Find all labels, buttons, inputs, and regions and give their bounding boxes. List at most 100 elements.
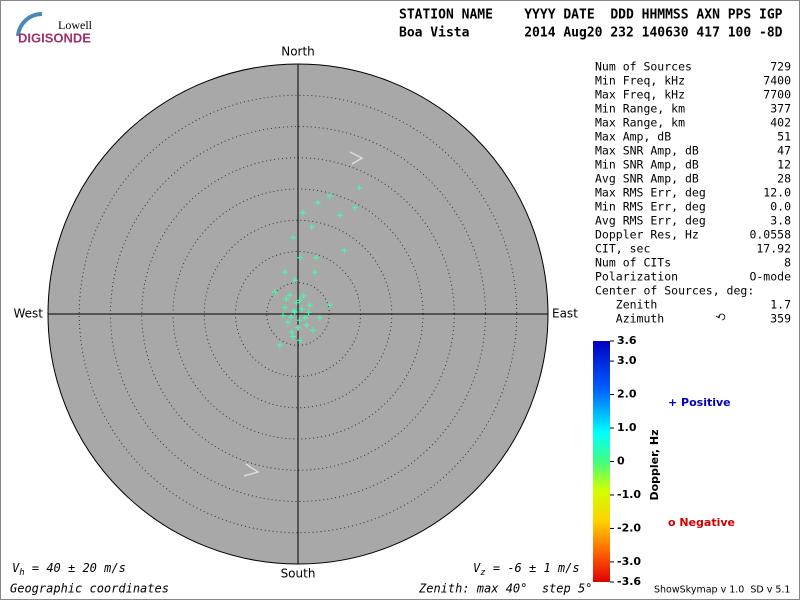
stat-label: Azimuth	[595, 312, 664, 326]
source-point	[351, 204, 358, 211]
stat-value: 51	[777, 130, 791, 144]
source-point	[288, 314, 295, 321]
stat-value: 28	[777, 172, 791, 186]
east-label: East	[552, 307, 578, 321]
stat-value: 1.7	[770, 298, 791, 312]
source-point	[285, 319, 291, 326]
vz-label: Vz = -6 ± 1 m/s	[473, 561, 580, 578]
stat-label: Num of CITs	[595, 256, 671, 270]
legend-positive: + Positive	[668, 396, 731, 409]
source-point	[298, 306, 305, 312]
colorbar	[593, 341, 610, 582]
stat-label: Max Freq, kHz	[595, 88, 685, 102]
source-point	[308, 224, 315, 231]
colorbar-tick-label: 3.6	[617, 334, 637, 347]
source-point	[281, 304, 288, 311]
source-point	[296, 254, 303, 261]
source-point	[356, 184, 363, 191]
vh-text: = 40 ± 20 m/s	[25, 561, 126, 575]
source-point	[296, 317, 303, 324]
colorbar-tick-label: -3.6	[617, 575, 641, 588]
stat-label: Min Range, km	[595, 102, 685, 116]
colorbar-ticks: 3.6 3.0 2.0 1.0 0 -1.0 -2.0 -3.0 -3.6	[610, 334, 641, 588]
stat-value: 12.0	[763, 186, 791, 200]
stat-value: 0.0	[770, 200, 791, 214]
coords-label: Geographic coordinates	[10, 582, 169, 596]
source-point	[291, 309, 298, 316]
logo-arc	[16, 11, 43, 37]
arrow-glyph	[243, 463, 260, 477]
stat-label: Zenith	[595, 298, 657, 312]
colorbar-tick-label: -3.0	[617, 555, 641, 568]
stat-label: Max Amp, dB	[595, 130, 671, 144]
colorbar-tick-label: 0	[617, 455, 625, 468]
colorbar-tick-label: -2.0	[617, 521, 641, 534]
stat-label: Doppler Res, Hz	[595, 228, 699, 242]
source-point	[336, 212, 343, 219]
vz-text: = -6 ± 1 m/s	[486, 561, 580, 575]
source-point	[311, 269, 318, 276]
source-point	[288, 329, 295, 336]
source-point	[291, 307, 298, 314]
stat-value: 377	[770, 102, 791, 116]
stat-value: 12	[777, 158, 791, 172]
source-point	[300, 292, 307, 299]
source-point	[315, 199, 321, 206]
points	[271, 184, 363, 349]
stat-label: Min SNR Amp, dB	[595, 158, 699, 172]
vz-sym: V	[473, 561, 481, 575]
stat-label: Avg RMS Err, deg	[595, 214, 706, 228]
source-point	[290, 333, 296, 340]
vz-sub: z	[480, 568, 485, 578]
source-point	[293, 299, 300, 306]
source-point	[306, 302, 313, 309]
colorbar-tick-label: 1.0	[617, 421, 637, 434]
stat-label: Polarization	[595, 270, 678, 284]
source-point	[286, 292, 293, 299]
source-point	[283, 296, 290, 302]
header-line: STATION NAME YYYY DATE DDD HHMMSS AXN PP…	[399, 8, 783, 23]
azimuth-icon	[715, 313, 726, 321]
arrow-glyph	[349, 151, 364, 165]
stat-label: CIT, sec	[595, 242, 650, 256]
source-point	[301, 314, 308, 321]
source-point	[310, 327, 316, 334]
logo-bottom: DIGISONDE	[18, 30, 91, 45]
header-line: Boa Vista 2014 Aug20 232 140630 417 100 …	[399, 26, 783, 41]
source-point	[326, 302, 333, 309]
source-point	[296, 337, 303, 344]
source-point	[280, 312, 286, 319]
vh-label: Vh = 40 ± 20 m/s	[12, 561, 126, 578]
logo-top: Lowell	[58, 18, 93, 32]
source-point	[313, 254, 320, 261]
source-point	[341, 247, 348, 254]
stat-value: O-mode	[749, 270, 791, 284]
source-point	[271, 289, 278, 296]
zenith-label: Zenith: max 40° step 5°	[418, 582, 592, 596]
stat-label: Max SNR Amp, dB	[595, 144, 699, 158]
stat-label: Num of Sources	[595, 60, 692, 74]
north-label: North	[281, 45, 315, 59]
colorbar-title: Doppler, Hz	[648, 429, 661, 500]
source-point	[276, 342, 283, 349]
stat-label: Min Freq, kHz	[595, 74, 685, 88]
source-point	[316, 314, 323, 321]
stat-value: 359	[770, 312, 791, 326]
stat-value: 17.92	[756, 242, 791, 256]
source-point	[281, 269, 288, 276]
source-point	[296, 297, 303, 304]
source-point	[290, 234, 296, 241]
stat-value: 7400	[763, 74, 791, 88]
stat-label: Center of Sources, deg:	[595, 284, 754, 298]
version-label: ShowSkymap v 1.0 SD v 5.1	[654, 585, 790, 596]
stat-value: 8	[784, 256, 791, 270]
stat-label: Max Range, km	[595, 116, 685, 130]
source-point	[291, 277, 298, 284]
legend-negative: o Negative	[668, 516, 735, 529]
vh-sym: V	[12, 561, 20, 575]
colorbar-tick-label: -1.0	[617, 488, 641, 501]
source-point	[326, 192, 333, 199]
colorbar-tick-label: 2.0	[617, 388, 637, 401]
